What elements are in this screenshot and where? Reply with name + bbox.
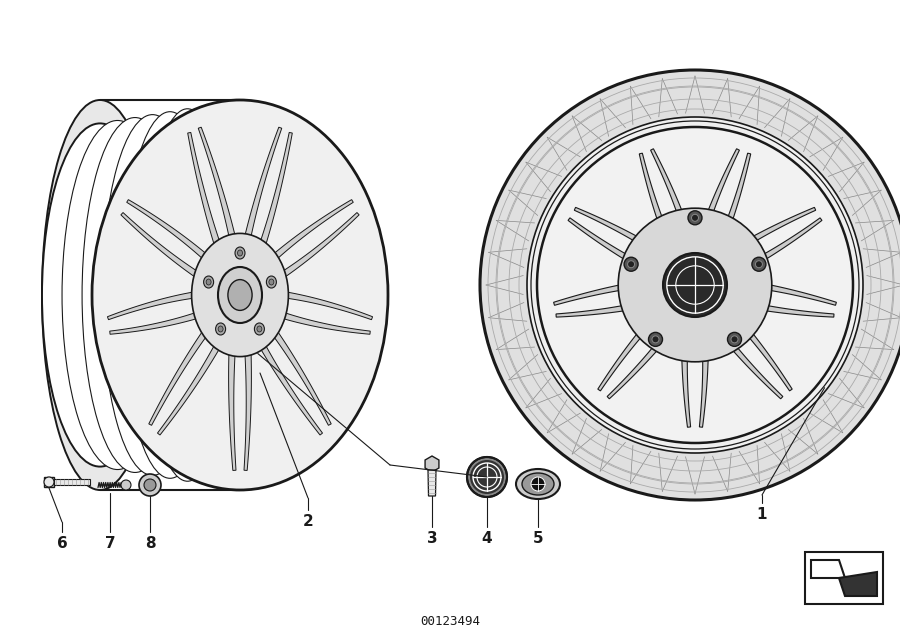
- Polygon shape: [107, 288, 217, 320]
- Polygon shape: [726, 218, 822, 280]
- Ellipse shape: [527, 117, 863, 453]
- Ellipse shape: [102, 115, 202, 475]
- Circle shape: [652, 336, 659, 343]
- Polygon shape: [425, 456, 439, 472]
- Polygon shape: [720, 302, 792, 391]
- Polygon shape: [148, 309, 224, 426]
- Circle shape: [731, 336, 738, 343]
- Polygon shape: [728, 278, 836, 306]
- Polygon shape: [256, 309, 331, 426]
- Bar: [805, 552, 883, 604]
- Ellipse shape: [192, 234, 288, 357]
- Ellipse shape: [255, 323, 265, 335]
- Text: 00123494: 00123494: [420, 615, 480, 628]
- Polygon shape: [229, 323, 238, 470]
- Text: 4: 4: [482, 531, 492, 546]
- Ellipse shape: [537, 127, 853, 443]
- Ellipse shape: [235, 247, 245, 259]
- Polygon shape: [574, 207, 673, 264]
- Text: 2: 2: [302, 514, 313, 529]
- Ellipse shape: [42, 123, 158, 466]
- Polygon shape: [121, 212, 220, 291]
- Polygon shape: [247, 320, 322, 435]
- Text: 5: 5: [533, 531, 544, 546]
- Text: 3: 3: [427, 531, 437, 546]
- Polygon shape: [158, 320, 234, 435]
- Ellipse shape: [480, 70, 900, 500]
- Polygon shape: [250, 133, 292, 272]
- Text: 8: 8: [145, 536, 156, 551]
- Ellipse shape: [206, 279, 211, 285]
- Polygon shape: [639, 153, 679, 259]
- Polygon shape: [706, 313, 783, 399]
- Polygon shape: [54, 479, 90, 485]
- Circle shape: [531, 477, 545, 491]
- Ellipse shape: [218, 267, 262, 323]
- Polygon shape: [556, 296, 666, 317]
- Ellipse shape: [92, 100, 388, 490]
- Ellipse shape: [139, 474, 161, 496]
- Polygon shape: [261, 212, 359, 291]
- Polygon shape: [811, 560, 845, 578]
- Ellipse shape: [269, 279, 274, 285]
- Ellipse shape: [142, 108, 233, 481]
- Polygon shape: [694, 149, 740, 253]
- Ellipse shape: [203, 276, 213, 288]
- Circle shape: [691, 214, 698, 221]
- Circle shape: [121, 480, 131, 490]
- Ellipse shape: [256, 326, 262, 332]
- Circle shape: [663, 253, 727, 317]
- Polygon shape: [651, 149, 696, 253]
- Ellipse shape: [522, 473, 554, 495]
- Ellipse shape: [62, 121, 173, 470]
- Ellipse shape: [122, 112, 218, 478]
- Ellipse shape: [162, 106, 248, 484]
- Polygon shape: [110, 304, 220, 334]
- Polygon shape: [711, 153, 751, 259]
- Circle shape: [752, 257, 766, 271]
- Polygon shape: [699, 317, 708, 427]
- Ellipse shape: [238, 250, 242, 256]
- Ellipse shape: [266, 276, 276, 288]
- Ellipse shape: [618, 208, 772, 362]
- Polygon shape: [243, 323, 251, 470]
- Circle shape: [470, 460, 504, 494]
- Circle shape: [649, 332, 662, 346]
- Polygon shape: [598, 302, 670, 391]
- Circle shape: [624, 257, 638, 271]
- Polygon shape: [238, 127, 282, 266]
- Circle shape: [44, 477, 54, 487]
- Polygon shape: [198, 127, 242, 266]
- Ellipse shape: [218, 326, 223, 332]
- Polygon shape: [716, 207, 815, 264]
- Polygon shape: [127, 200, 226, 276]
- Text: 7: 7: [104, 536, 115, 551]
- Polygon shape: [554, 278, 662, 306]
- Ellipse shape: [82, 117, 188, 473]
- Circle shape: [688, 211, 702, 225]
- Polygon shape: [608, 313, 684, 399]
- Polygon shape: [259, 304, 370, 334]
- Text: 1: 1: [757, 507, 767, 522]
- Circle shape: [627, 261, 634, 268]
- Ellipse shape: [144, 479, 156, 491]
- Ellipse shape: [516, 469, 560, 499]
- Polygon shape: [568, 218, 664, 280]
- Polygon shape: [263, 288, 373, 320]
- Polygon shape: [188, 133, 230, 272]
- Polygon shape: [428, 470, 436, 496]
- Polygon shape: [724, 296, 834, 317]
- Polygon shape: [44, 477, 54, 487]
- Ellipse shape: [183, 103, 263, 487]
- Polygon shape: [681, 317, 690, 427]
- Circle shape: [727, 332, 742, 346]
- Circle shape: [467, 457, 507, 497]
- Text: 6: 6: [57, 536, 68, 551]
- Circle shape: [755, 261, 762, 268]
- Ellipse shape: [228, 279, 252, 311]
- Polygon shape: [839, 572, 877, 596]
- Polygon shape: [254, 200, 354, 276]
- Ellipse shape: [216, 323, 226, 335]
- Ellipse shape: [42, 100, 158, 490]
